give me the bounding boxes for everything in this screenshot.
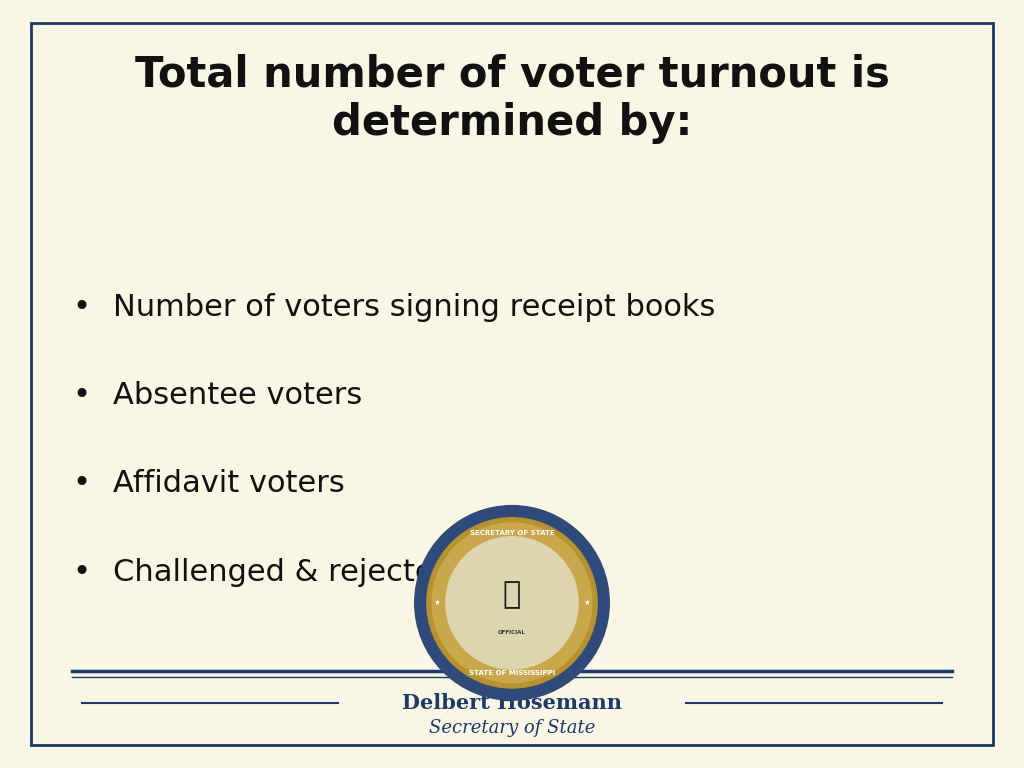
- Text: ★: ★: [433, 598, 440, 607]
- Text: Total number of voter turnout is
determined by:: Total number of voter turnout is determi…: [134, 54, 890, 144]
- FancyBboxPatch shape: [31, 23, 993, 745]
- Text: SECRETARY OF STATE: SECRETARY OF STATE: [470, 530, 554, 536]
- Text: •: •: [73, 381, 91, 410]
- Text: Absentee voters: Absentee voters: [113, 381, 361, 410]
- Text: Challenged & rejected: Challenged & rejected: [113, 558, 453, 587]
- Text: Affidavit voters: Affidavit voters: [113, 469, 344, 498]
- Text: Secretary of State: Secretary of State: [429, 719, 595, 737]
- Text: •: •: [73, 558, 91, 587]
- Text: ★: ★: [584, 598, 591, 607]
- Text: Number of voters signing receipt books: Number of voters signing receipt books: [113, 293, 715, 322]
- Ellipse shape: [445, 537, 579, 669]
- Text: •: •: [73, 293, 91, 322]
- Text: 🦅: 🦅: [503, 581, 521, 610]
- Ellipse shape: [415, 505, 609, 700]
- Text: OFFICIAL: OFFICIAL: [498, 630, 526, 634]
- Text: Delbert Hosemann: Delbert Hosemann: [402, 693, 622, 713]
- Text: •: •: [73, 469, 91, 498]
- Ellipse shape: [427, 518, 597, 688]
- Ellipse shape: [432, 523, 592, 683]
- Text: STATE OF MISSISSIPPI: STATE OF MISSISSIPPI: [469, 670, 555, 676]
